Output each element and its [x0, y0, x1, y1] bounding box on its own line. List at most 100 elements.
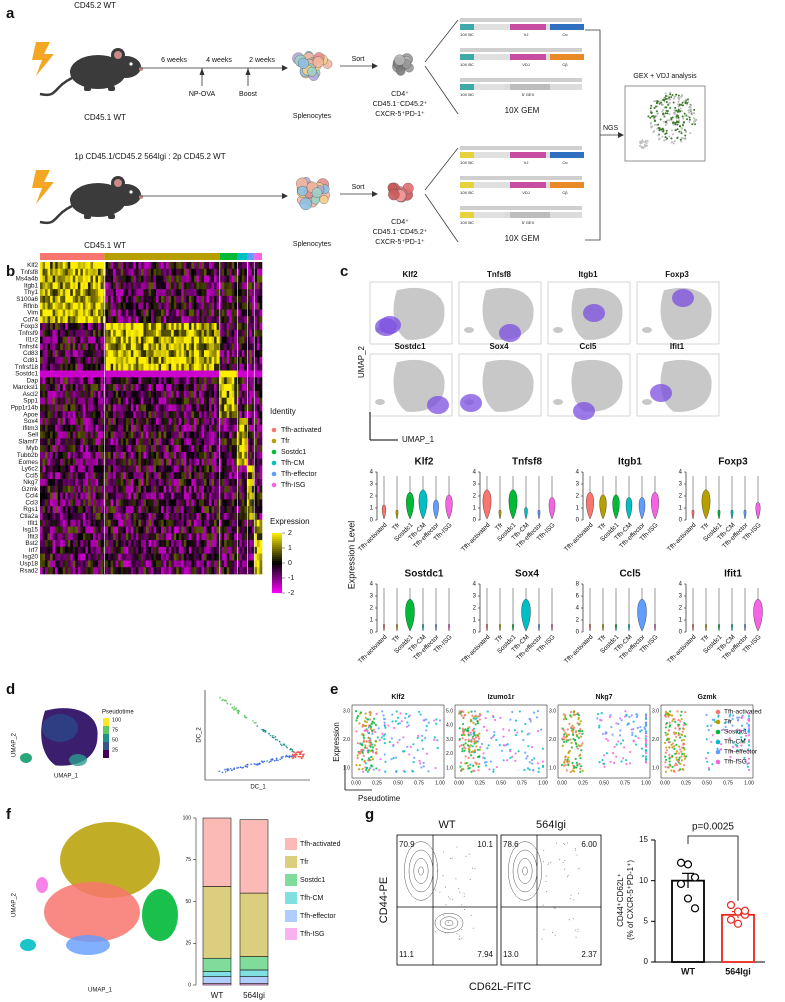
- y-tick-label: 0: [473, 630, 477, 636]
- heatmap-cell: [130, 309, 134, 317]
- heatmap-cell: [158, 458, 162, 466]
- heatmap-cell: [259, 356, 263, 365]
- heatmap-cell: [198, 526, 202, 534]
- heatmap-cell: [148, 316, 152, 324]
- heatmap-cell: [98, 438, 101, 446]
- heatmap-cell: [105, 479, 109, 487]
- interval: 4 weeks: [206, 57, 232, 64]
- violin: [512, 624, 514, 632]
- heatmap-cell: [145, 343, 149, 351]
- heatmap-cell: [67, 540, 71, 548]
- heatmap-cell: [57, 519, 61, 527]
- analysis-dot: [686, 103, 689, 106]
- heatmap-cell: [100, 445, 104, 453]
- heatmap-cell: [85, 370, 89, 378]
- analysis-dot: [675, 120, 678, 123]
- gene-label: Sox4: [24, 418, 39, 425]
- heatmap-cell: [108, 262, 111, 270]
- heatmap-cell: [108, 356, 111, 365]
- construct-label: Cβ: [562, 62, 568, 67]
- heatmap-cell: [173, 336, 177, 344]
- heatmap-cell: [181, 458, 185, 466]
- heatmap-cell: [211, 295, 215, 303]
- heatmap-cell: [203, 289, 207, 297]
- heatmap-cell: [90, 438, 94, 446]
- gene-label: Itgb1: [24, 282, 39, 289]
- heatmap-cell: [123, 370, 127, 378]
- heatmap-cell: [62, 560, 66, 568]
- heatmap-cell: [231, 377, 235, 385]
- analysis-dot: [668, 96, 671, 99]
- heatmap-cell: [244, 553, 248, 561]
- heatmap-cell: [221, 377, 225, 385]
- heatmap-cell: [236, 329, 240, 337]
- heatmap-cell: [60, 472, 64, 480]
- heatmap-cell: [52, 411, 56, 419]
- heatmap-cell: [125, 377, 129, 385]
- heatmap-cell: [45, 451, 48, 459]
- heatmap-cell: [224, 323, 227, 331]
- heatmap-cell: [118, 282, 122, 290]
- heatmap-cell: [254, 316, 258, 324]
- analysis-dot: [677, 110, 680, 113]
- heatmap-cell: [47, 438, 51, 446]
- heatmap-cell: [148, 465, 152, 473]
- analysis-dot: [669, 91, 672, 94]
- heatmap-cell: [100, 275, 104, 283]
- heatmap-cell: [181, 499, 185, 507]
- heatmap-cell: [254, 560, 258, 568]
- heatmap-cell: [140, 553, 144, 561]
- cell: [312, 56, 324, 68]
- heatmap-cell: [259, 289, 263, 297]
- heatmap-cell: [57, 438, 61, 446]
- heatmap-cell: [128, 275, 132, 283]
- heatmap-cell: [259, 431, 263, 439]
- heatmap-cell: [221, 485, 225, 493]
- heatmap-cell: [92, 445, 96, 453]
- heatmap-cell: [236, 316, 240, 324]
- heatmap-cell: [203, 506, 207, 514]
- heatmap-cell: [135, 479, 139, 487]
- heatmap-cell: [98, 309, 101, 317]
- heatmap-cell: [241, 336, 245, 344]
- heatmap-cell: [166, 262, 169, 270]
- heatmap-cell: [138, 350, 142, 358]
- heatmap-cell: [115, 472, 119, 480]
- heatmap-cell: [145, 363, 149, 371]
- heatmap-cell: [206, 506, 210, 514]
- heatmap-cell: [249, 275, 253, 283]
- heatmap-cell: [226, 282, 230, 290]
- heatmap-cell: [153, 512, 157, 521]
- heatmap-cell: [206, 526, 210, 534]
- heatmap-cell: [145, 350, 149, 358]
- heatmap-cell: [72, 350, 76, 358]
- heatmap-cell: [176, 567, 180, 575]
- heatmap-cell: [77, 424, 81, 432]
- heatmap-cell: [181, 384, 185, 392]
- heatmap-cell: [115, 370, 119, 378]
- heatmap-cell: [216, 451, 220, 459]
- violin-title: Ccl5: [619, 569, 641, 580]
- heatmap-cell: [60, 384, 64, 392]
- heatmap-cell: [77, 472, 81, 480]
- heatmap-cell: [65, 451, 69, 459]
- heatmap-cell: [148, 540, 152, 548]
- heatmap-cell: [115, 295, 119, 303]
- heatmap-cell: [201, 458, 205, 466]
- heatmap-cell: [168, 465, 172, 473]
- heatmap-cell: [229, 506, 233, 514]
- heatmap-cell: [203, 295, 207, 303]
- heatmap-cell: [62, 526, 66, 534]
- heatmap-cell: [50, 546, 53, 554]
- heatmap-cell: [40, 316, 43, 324]
- violin-title: Sostdc1: [405, 569, 444, 580]
- heatmap-cell: [108, 397, 111, 405]
- heatmap-cell: [145, 418, 149, 426]
- heatmap-cell: [133, 377, 137, 385]
- heatmap-cell: [214, 262, 217, 270]
- heatmap-cell: [42, 350, 46, 358]
- heatmap-cell: [145, 404, 149, 412]
- heatmap-cell: [65, 363, 69, 371]
- heatmap-cell: [67, 282, 71, 290]
- heatmap-cell: [196, 418, 200, 426]
